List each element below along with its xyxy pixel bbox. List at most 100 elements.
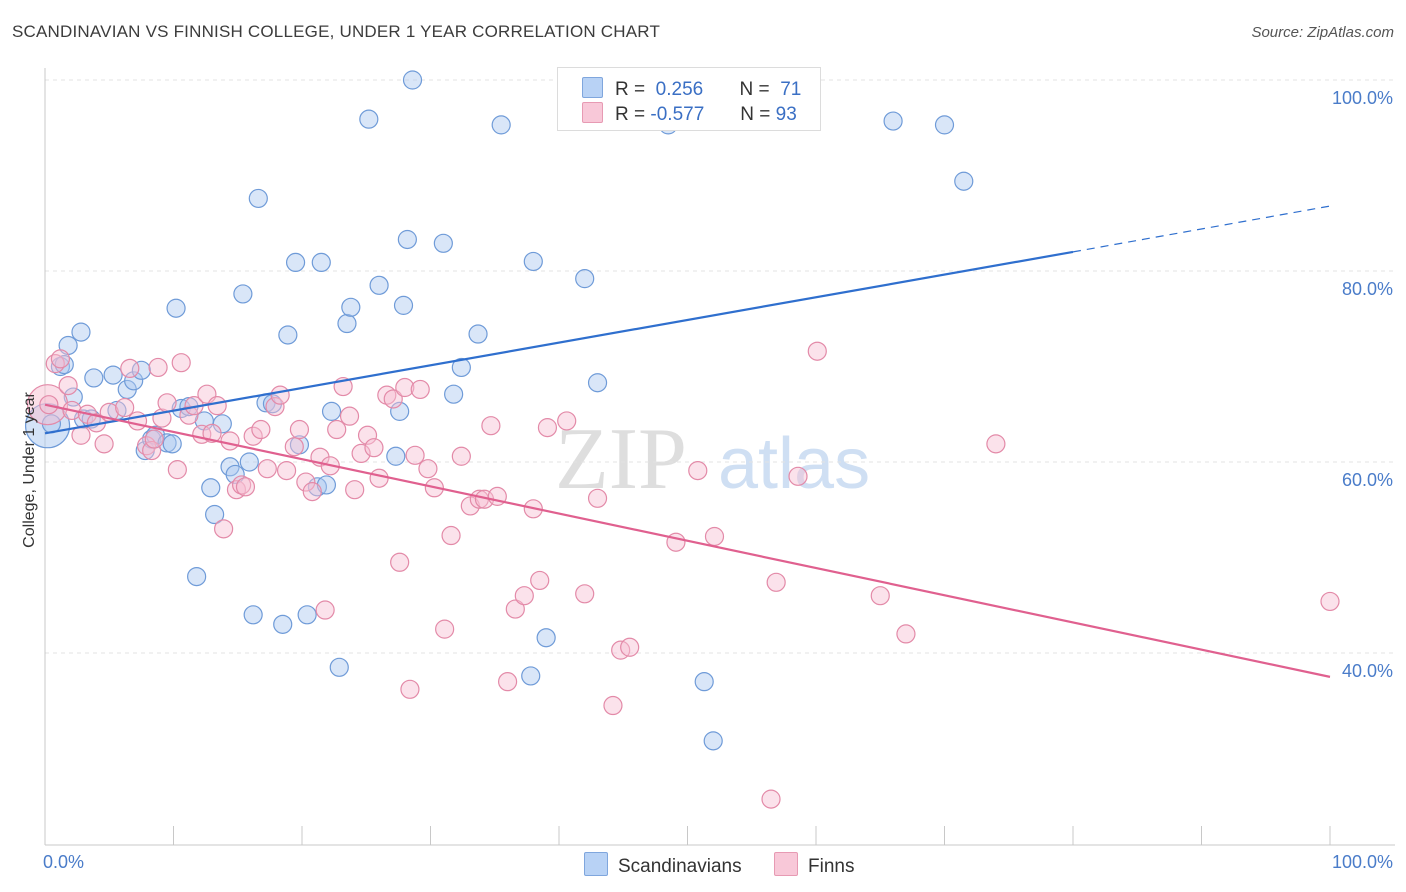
scandinavians-point bbox=[205, 504, 225, 525]
scandinavians-point bbox=[273, 614, 293, 634]
scandinavians-point bbox=[162, 434, 182, 454]
scandinavians-point bbox=[71, 322, 91, 342]
y-tick-label: 100.0% bbox=[1332, 88, 1393, 108]
y-tick-label: 80.0% bbox=[1342, 279, 1393, 299]
x-tick-labels: 0.0% 100.0% bbox=[43, 852, 1393, 872]
finns-point bbox=[418, 459, 438, 479]
finns-point bbox=[704, 526, 725, 547]
scandinavians-point bbox=[934, 115, 955, 135]
scandinavians-point bbox=[212, 414, 232, 434]
scandinavians-point bbox=[575, 269, 595, 289]
scandinavians-point bbox=[587, 373, 608, 393]
finns-point bbox=[807, 341, 827, 361]
x-tick-label: 100.0% bbox=[1332, 852, 1393, 872]
finns-point bbox=[58, 376, 78, 396]
finns-point bbox=[327, 419, 347, 440]
scandinavians-point bbox=[521, 666, 541, 686]
finns-point bbox=[537, 418, 558, 438]
scandinavians-point bbox=[103, 365, 123, 385]
scandinavians-point bbox=[84, 368, 104, 388]
finns-point bbox=[276, 460, 297, 481]
finns-point bbox=[364, 438, 384, 458]
scandinavians-point bbox=[248, 188, 268, 209]
finns-point bbox=[603, 695, 623, 716]
finns-point bbox=[400, 679, 420, 699]
finns-point bbox=[289, 419, 310, 440]
y-tick-label: 60.0% bbox=[1342, 470, 1393, 490]
scandinavians-point bbox=[341, 297, 361, 317]
finns-point bbox=[265, 397, 285, 417]
scandinavians-point bbox=[225, 464, 245, 485]
finns-point bbox=[587, 488, 608, 508]
scandinavians-point bbox=[321, 401, 342, 421]
watermark-atlas: atlas bbox=[718, 424, 870, 504]
finns-point bbox=[167, 460, 187, 480]
finns-point bbox=[1320, 591, 1340, 612]
trend-lines bbox=[44, 205, 1331, 678]
legend-n-label: N = bbox=[739, 79, 770, 100]
scandinavians-point bbox=[233, 284, 253, 304]
legend-label: Scandinavians bbox=[618, 856, 742, 877]
finns-point bbox=[115, 397, 135, 418]
finns-point bbox=[575, 584, 595, 604]
finns-point bbox=[235, 477, 256, 497]
legend-r-label: R = bbox=[615, 79, 646, 100]
scandinavians-point bbox=[694, 672, 714, 692]
finns-point bbox=[302, 482, 322, 502]
scandinavians-point bbox=[359, 109, 379, 129]
y-axis-title: College, Under 1 year bbox=[21, 392, 38, 548]
finns-point bbox=[202, 423, 222, 443]
chart-title: SCANDINAVIAN VS FINNISH COLLEGE, UNDER 1… bbox=[12, 22, 661, 41]
x-tick-label: 0.0% bbox=[43, 852, 84, 872]
legend-n-value: 93 bbox=[775, 104, 797, 125]
scandinavians-point bbox=[433, 233, 453, 253]
source-label: Source: ZipAtlas.com bbox=[1251, 24, 1394, 41]
y-tick-label: 40.0% bbox=[1342, 661, 1393, 681]
finns-point bbox=[405, 445, 425, 465]
finns-point bbox=[870, 586, 890, 606]
legend-n-label: N = bbox=[740, 104, 771, 125]
scandinavians-point bbox=[954, 171, 974, 191]
scandinavians-point bbox=[337, 313, 357, 334]
finns-point bbox=[357, 425, 378, 445]
scandinavians-point bbox=[491, 115, 511, 135]
scandinavians-point bbox=[386, 446, 406, 466]
finns-points bbox=[26, 341, 1340, 809]
legend-swatch-blue bbox=[582, 77, 603, 98]
legend-r-value: 0.256 bbox=[655, 79, 704, 100]
gridlines bbox=[45, 79, 1395, 654]
finns-point bbox=[369, 468, 389, 488]
scandinavians-point bbox=[201, 478, 221, 498]
finns-point bbox=[383, 389, 403, 409]
legend-n-value: 71 bbox=[780, 79, 802, 100]
finns-point bbox=[481, 416, 501, 436]
finns-point bbox=[251, 419, 271, 440]
scandinavians-point bbox=[124, 371, 144, 391]
finns-point bbox=[257, 459, 277, 479]
finns-trend-line bbox=[44, 403, 1331, 678]
finns-point bbox=[788, 466, 808, 486]
scandinavians-point bbox=[369, 275, 389, 295]
scandinavians-point bbox=[883, 111, 903, 131]
legend-swatch-blue bbox=[584, 852, 608, 876]
scandinavians-point bbox=[297, 605, 317, 625]
finns-point bbox=[410, 379, 430, 400]
y-tick-labels: 40.0% 60.0% 80.0% 100.0% bbox=[1332, 88, 1393, 681]
finns-point bbox=[395, 377, 415, 398]
scandinavians-point bbox=[390, 401, 410, 421]
scandinavians-point bbox=[402, 70, 423, 90]
finns-point bbox=[441, 525, 461, 546]
finns-point bbox=[766, 572, 786, 592]
bottom-legend-finns: Finns bbox=[774, 852, 854, 878]
watermark-zip: ZIP bbox=[555, 411, 687, 508]
finns-point bbox=[435, 619, 455, 639]
scandinavians-point bbox=[243, 605, 263, 625]
scandinavians-point bbox=[523, 251, 543, 272]
finns-point bbox=[339, 406, 360, 426]
scandinavians-point bbox=[536, 628, 556, 648]
scandinavians-point bbox=[285, 252, 306, 273]
legend-swatch-pink bbox=[582, 102, 603, 123]
finns-point bbox=[315, 600, 335, 620]
finns-point bbox=[144, 429, 164, 449]
